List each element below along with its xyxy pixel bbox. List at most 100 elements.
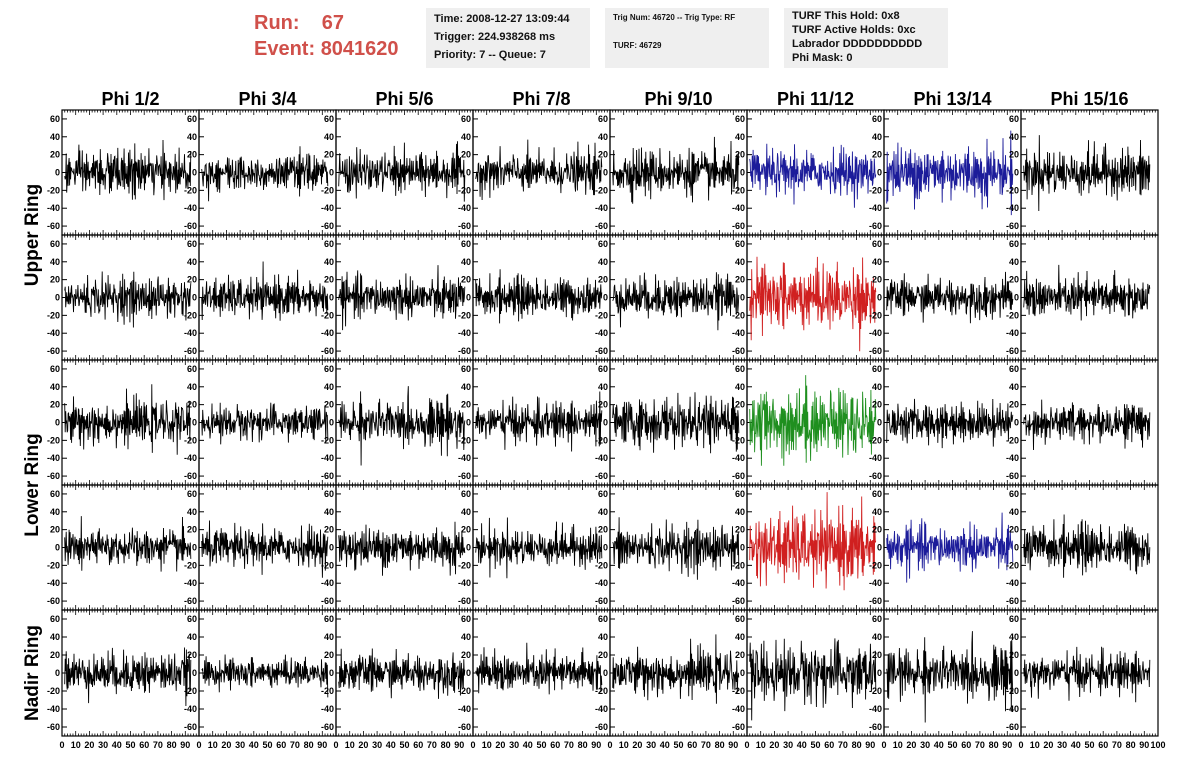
x-tick-label: 50 bbox=[810, 740, 820, 750]
y-tick-label: 60 bbox=[187, 364, 197, 374]
y-tick-label: 0 bbox=[877, 168, 882, 178]
y-tick-label: -40 bbox=[732, 328, 745, 338]
waveform-trace bbox=[338, 141, 466, 202]
y-tick-label: -40 bbox=[595, 704, 608, 714]
time-line: Time: 2008-12-27 13:09:44 bbox=[434, 13, 570, 25]
y-tick-label: -40 bbox=[321, 704, 334, 714]
column-header: Phi 3/4 bbox=[238, 89, 296, 109]
y-tick-label: 40 bbox=[50, 507, 60, 517]
y-tick-label: 60 bbox=[187, 114, 197, 124]
y-tick-label: 20 bbox=[872, 650, 882, 660]
x-tick-label: 0 bbox=[470, 740, 475, 750]
y-tick-label: -40 bbox=[458, 704, 471, 714]
x-tick-label: 30 bbox=[783, 740, 793, 750]
y-tick-label: -60 bbox=[595, 722, 608, 732]
trigger-line: Trigger: 224.938268 ms bbox=[434, 31, 556, 43]
x-tick-label: 40 bbox=[934, 740, 944, 750]
phi-mask-line: Phi Mask: 0 bbox=[792, 52, 853, 64]
y-tick-label: -60 bbox=[732, 346, 745, 356]
y-tick-label: 40 bbox=[324, 632, 334, 642]
y-tick-label: 0 bbox=[877, 418, 882, 428]
y-tick-label: -40 bbox=[184, 328, 197, 338]
y-tick-label: 60 bbox=[50, 364, 60, 374]
y-tick-label: 20 bbox=[1009, 150, 1019, 160]
time-info-box: Time: 2008-12-27 13:09:44 Trigger: 224.9… bbox=[426, 8, 590, 68]
x-tick-label: 80 bbox=[304, 740, 314, 750]
y-tick-label: -40 bbox=[1006, 578, 1019, 588]
y-tick-label: 0 bbox=[740, 668, 745, 678]
y-tick-label: 40 bbox=[461, 132, 471, 142]
x-tick-label: 40 bbox=[523, 740, 533, 750]
y-tick-label: -60 bbox=[184, 471, 197, 481]
y-tick-label: 40 bbox=[1009, 507, 1019, 517]
y-tick-label: 40 bbox=[1009, 257, 1019, 267]
x-tick-label: 70 bbox=[975, 740, 985, 750]
y-tick-label: -40 bbox=[869, 203, 882, 213]
waveform-trace bbox=[749, 638, 877, 721]
y-tick-label: 0 bbox=[603, 668, 608, 678]
y-tick-label: -20 bbox=[595, 435, 608, 445]
y-tick-label: -20 bbox=[184, 310, 197, 320]
y-tick-label: 40 bbox=[872, 257, 882, 267]
y-tick-label: -60 bbox=[321, 722, 334, 732]
x-tick-label: 0 bbox=[744, 740, 749, 750]
waveform-trace bbox=[612, 392, 740, 454]
row-label: Upper Ring bbox=[22, 184, 43, 286]
y-tick-label: 40 bbox=[50, 382, 60, 392]
y-tick-label: -40 bbox=[184, 704, 197, 714]
x-tick-label: 20 bbox=[632, 740, 642, 750]
y-tick-label: 60 bbox=[461, 114, 471, 124]
x-tick-label: 50 bbox=[399, 740, 409, 750]
y-tick-label: 20 bbox=[598, 400, 608, 410]
y-tick-label: -60 bbox=[184, 346, 197, 356]
event-row: Event: 8041620 bbox=[254, 36, 399, 62]
y-tick-label: 60 bbox=[324, 614, 334, 624]
y-tick-label: -40 bbox=[47, 453, 60, 463]
y-tick-label: 0 bbox=[329, 293, 334, 303]
x-tick-label: 90 bbox=[1002, 740, 1012, 750]
x-tick-label: 80 bbox=[715, 740, 725, 750]
waveform-trace bbox=[64, 271, 192, 328]
y-tick-label: -60 bbox=[1006, 722, 1019, 732]
y-tick-label: 0 bbox=[603, 418, 608, 428]
run-label: Run: bbox=[254, 12, 300, 34]
y-tick-label: 0 bbox=[466, 543, 471, 553]
y-tick-label: -40 bbox=[321, 203, 334, 213]
x-tick-label: 20 bbox=[495, 740, 505, 750]
y-tick-label: 0 bbox=[192, 543, 197, 553]
x-tick-label: 20 bbox=[221, 740, 231, 750]
y-tick-label: 40 bbox=[735, 257, 745, 267]
waveform-trace bbox=[475, 269, 603, 324]
x-tick-label: 30 bbox=[98, 740, 108, 750]
y-tick-label: 40 bbox=[735, 632, 745, 642]
y-tick-label: 20 bbox=[324, 150, 334, 160]
x-tick-label: 10 bbox=[756, 740, 766, 750]
y-tick-label: -40 bbox=[595, 453, 608, 463]
y-tick-label: -40 bbox=[595, 328, 608, 338]
y-tick-label: -60 bbox=[184, 596, 197, 606]
y-tick-label: 0 bbox=[192, 293, 197, 303]
y-tick-label: 0 bbox=[603, 293, 608, 303]
y-tick-label: 60 bbox=[187, 239, 197, 249]
y-tick-label: -60 bbox=[1006, 471, 1019, 481]
y-tick-label: 0 bbox=[1014, 543, 1019, 553]
y-tick-label: -20 bbox=[1006, 686, 1019, 696]
y-tick-label: 40 bbox=[324, 382, 334, 392]
y-tick-label: 0 bbox=[55, 543, 60, 553]
waveform-trace bbox=[475, 391, 603, 452]
y-tick-label: -40 bbox=[321, 328, 334, 338]
priority-line: Priority: 7 -- Queue: 7 bbox=[434, 49, 546, 61]
y-tick-label: 20 bbox=[187, 525, 197, 535]
x-tick-label: 50 bbox=[1084, 740, 1094, 750]
x-tick-label: 70 bbox=[838, 740, 848, 750]
y-tick-label: 0 bbox=[329, 668, 334, 678]
y-tick-label: 40 bbox=[461, 382, 471, 392]
y-tick-label: 0 bbox=[466, 418, 471, 428]
y-tick-label: -20 bbox=[595, 686, 608, 696]
y-tick-label: 60 bbox=[50, 114, 60, 124]
x-tick-label: 0 bbox=[1018, 740, 1023, 750]
y-tick-label: -20 bbox=[458, 560, 471, 570]
waveform-trace bbox=[201, 261, 329, 321]
x-tick-label: 50 bbox=[125, 740, 135, 750]
labrador-line: Labrador DDDDDDDDDD bbox=[792, 38, 923, 50]
